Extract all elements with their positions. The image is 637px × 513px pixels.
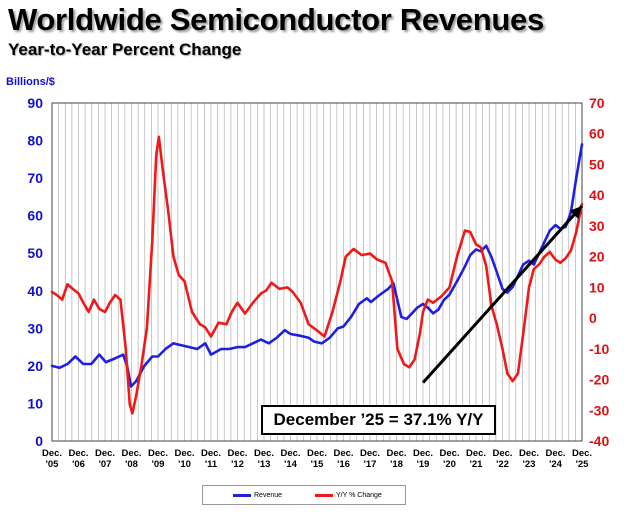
- right-tick-label: -20: [589, 372, 609, 388]
- legend-label-yoy-change: Y/Y % Change: [336, 492, 382, 499]
- right-tick-label: -30: [589, 402, 609, 418]
- x-tick-label: '10: [178, 459, 191, 470]
- left-tick-label: 30: [27, 320, 43, 336]
- x-tick-label: Dec.: [439, 448, 459, 459]
- left-tick-label: 90: [27, 95, 43, 111]
- chart-title: Worldwide Semiconductor Revenues: [8, 2, 544, 37]
- x-tick-label: Dec.: [519, 448, 539, 459]
- x-tick-label: '09: [152, 459, 165, 470]
- right-tick-label: 10: [589, 279, 605, 295]
- right-tick-label: 60: [589, 126, 605, 142]
- annotation-box: December ’25 = 37.1% Y/Y: [261, 405, 496, 435]
- x-tick-label: Dec.: [201, 448, 221, 459]
- x-tick-label: Dec.: [280, 448, 300, 459]
- x-tick-label: '13: [258, 459, 271, 470]
- x-tick-label: '12: [231, 459, 244, 470]
- x-tick-label: Dec.: [95, 448, 115, 459]
- left-tick-label: 20: [27, 358, 43, 374]
- x-tick-label: '21: [470, 459, 484, 470]
- x-tick-label: Dec.: [148, 448, 168, 459]
- x-tick-label: '16: [337, 459, 350, 470]
- right-tick-label: 50: [589, 156, 605, 172]
- x-tick-label: Dec.: [360, 448, 380, 459]
- x-tick-label: Dec.: [572, 448, 592, 459]
- left-tick-label: 40: [27, 283, 43, 299]
- legend: Revenue Y/Y % Change: [202, 485, 406, 505]
- left-axis-label: Billions/$: [6, 76, 55, 88]
- legend-label-revenue: Revenue: [254, 492, 283, 499]
- x-tick-label: Dec.: [42, 448, 62, 459]
- x-tick-label: '06: [72, 459, 85, 470]
- x-tick-label: '07: [99, 459, 112, 470]
- chart-subtitle: Year-to-Year Percent Change: [8, 40, 242, 59]
- x-tick-label: '20: [443, 459, 456, 470]
- x-tick-label: '18: [390, 459, 403, 470]
- x-tick-label: '17: [364, 459, 377, 470]
- x-tick-label: '05: [46, 459, 60, 470]
- legend-swatch-yoy-change: [315, 493, 333, 497]
- series-layer: [50, 135, 584, 415]
- x-tick-label: '14: [284, 459, 298, 470]
- right-tick-label: 70: [589, 95, 605, 111]
- x-tick-label: Dec.: [333, 448, 353, 459]
- right-tick-label: -40: [589, 433, 609, 449]
- right-tick-label: 30: [589, 218, 605, 234]
- left-tick-label: 0: [35, 433, 43, 449]
- legend-item-revenue: Revenue: [233, 492, 282, 500]
- left-tick-label: 50: [27, 245, 43, 261]
- x-tick-label: Dec.: [413, 448, 433, 459]
- x-axis: Dec.'05Dec.'06Dec.'07Dec.'08Dec.'09Dec.'…: [42, 448, 592, 470]
- left-tick-label: 60: [27, 208, 43, 224]
- x-tick-label: '19: [417, 459, 430, 470]
- x-tick-label: Dec.: [492, 448, 512, 459]
- left-axis: 0 10 20 30 40 50 60 70 80 90: [27, 95, 43, 449]
- x-tick-label: Dec.: [254, 448, 274, 459]
- trend-arrow-layer: [421, 204, 584, 384]
- legend-item-yoy-change: Y/Y % Change: [315, 492, 382, 500]
- x-tick-label: '11: [205, 459, 218, 470]
- x-tick-label: '08: [125, 459, 138, 470]
- chart-grid: [51, 103, 583, 441]
- x-tick-label: '23: [523, 459, 536, 470]
- x-tick-label: '25: [576, 459, 590, 470]
- x-tick-label: Dec.: [386, 448, 406, 459]
- trend-arrow-head: [569, 205, 582, 219]
- legend-swatch-revenue: [233, 493, 251, 497]
- x-tick-label: Dec.: [68, 448, 88, 459]
- x-tick-label: Dec.: [121, 448, 141, 459]
- x-tick-label: Dec.: [307, 448, 327, 459]
- x-tick-label: Dec.: [227, 448, 247, 459]
- left-tick-label: 10: [27, 395, 43, 411]
- trend-arrow-shaft: [421, 204, 584, 384]
- right-tick-label: 20: [589, 249, 605, 265]
- x-tick-label: '24: [549, 459, 563, 470]
- x-tick-label: '15: [311, 459, 325, 470]
- right-tick-label: 40: [589, 187, 605, 203]
- right-tick-label: 0: [589, 310, 597, 326]
- plot-frame: [51, 102, 583, 442]
- x-tick-label: Dec.: [545, 448, 565, 459]
- x-tick-label: Dec.: [174, 448, 194, 459]
- series-line-yoy-change: [50, 135, 584, 415]
- left-tick-label: 80: [27, 133, 43, 149]
- right-tick-label: -10: [589, 341, 609, 357]
- series-line-revenue: [50, 143, 584, 388]
- right-axis: -40 -30 -20 -10 0 10 20 30 40 50 60 70: [589, 95, 609, 449]
- left-tick-label: 70: [27, 170, 43, 186]
- x-tick-label: '22: [496, 459, 509, 470]
- x-tick-label: Dec.: [466, 448, 486, 459]
